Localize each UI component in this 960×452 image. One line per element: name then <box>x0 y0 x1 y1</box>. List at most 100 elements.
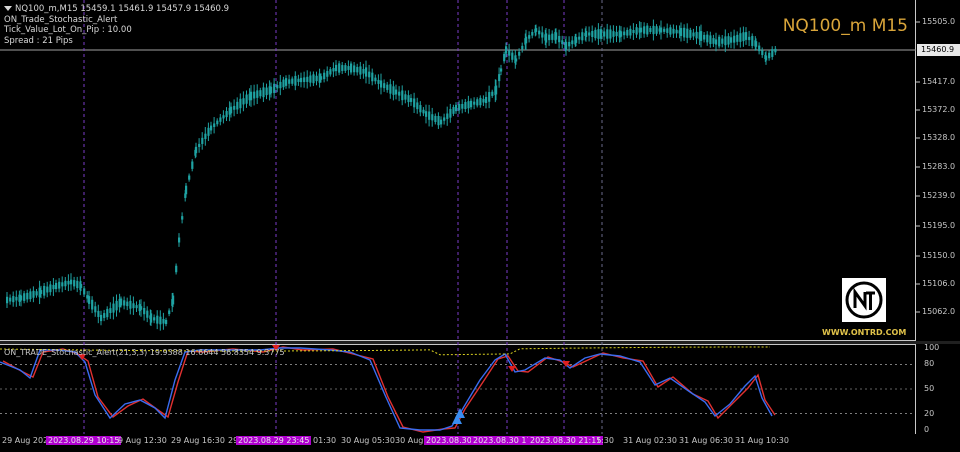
candle-body <box>700 31 703 41</box>
candle-body <box>606 29 609 39</box>
candle-body <box>359 66 362 75</box>
candle-body <box>106 308 109 318</box>
stochastic-level-label: 0 <box>924 425 930 434</box>
sell-arrow-icon <box>508 366 516 372</box>
candle-body <box>712 38 715 44</box>
candle-body <box>568 41 571 47</box>
price-tick-label: 15417.0 <box>922 77 956 86</box>
candle-body <box>40 290 43 294</box>
candle-body <box>386 84 389 90</box>
candle-body <box>609 29 612 39</box>
candle-body <box>646 25 649 35</box>
candle-body <box>273 83 276 93</box>
candle-body <box>739 33 742 42</box>
candle-body <box>365 67 368 77</box>
candle-body <box>680 28 683 36</box>
candle-body <box>303 77 306 83</box>
candle-body <box>603 31 606 37</box>
candle-body <box>109 308 112 314</box>
candle-body <box>248 93 251 101</box>
candle-body <box>581 32 584 41</box>
candle-body <box>655 26 658 34</box>
candle-body <box>395 89 398 95</box>
candle-body <box>718 36 721 47</box>
time-axis-label: 31 Aug 02:30 <box>623 436 677 445</box>
candle-body <box>594 29 597 39</box>
symbol-line: NQ100_m,M15 15459.1 15461.9 15457.9 1546… <box>4 4 229 15</box>
candle-body <box>168 310 171 315</box>
candle-body <box>129 300 132 309</box>
candle-body <box>751 35 754 46</box>
candle-body <box>12 296 15 303</box>
price-chart-pane[interactable] <box>0 0 916 341</box>
candle-body <box>643 26 646 34</box>
candle-body <box>755 41 758 47</box>
candle-body <box>588 32 591 36</box>
candle-body <box>285 78 288 86</box>
candle-body <box>318 73 321 83</box>
candle-body <box>585 30 588 38</box>
candle-body <box>443 117 446 121</box>
candle-body <box>100 314 103 322</box>
candle-body <box>632 30 635 34</box>
candle-body <box>46 286 49 293</box>
candle-body <box>178 237 181 243</box>
candle-body <box>150 313 153 323</box>
candle-body <box>531 32 534 36</box>
candle-body <box>91 299 94 310</box>
candle-body <box>709 35 712 45</box>
candle-body <box>341 65 344 71</box>
candle-body <box>35 291 38 296</box>
candle-body <box>528 35 531 39</box>
candle-body <box>571 40 574 45</box>
candle-body <box>73 280 76 287</box>
candle-body <box>29 291 32 300</box>
stochastic-level-label: 50 <box>924 384 935 393</box>
candle-body <box>452 107 455 114</box>
candle-body <box>213 123 216 127</box>
candle-body <box>612 31 615 37</box>
candle-body <box>188 175 191 180</box>
candle-body <box>306 76 309 82</box>
candle-body <box>479 97 482 106</box>
time-axis-label: 29 Aug 16:30 <box>171 436 225 445</box>
candle-body <box>368 71 371 78</box>
candle-body <box>383 83 386 89</box>
candle-body <box>97 310 100 317</box>
candle-body <box>250 91 253 101</box>
candle-body <box>262 87 265 98</box>
candle-body <box>498 74 501 82</box>
candle-body <box>94 306 97 313</box>
candle-body <box>58 281 61 289</box>
candle-body <box>561 40 564 45</box>
candle-body <box>162 319 165 324</box>
dropdown-triangle-icon[interactable] <box>4 6 12 11</box>
candle-body <box>9 297 12 302</box>
candle-body <box>485 96 488 104</box>
candle-body <box>742 32 745 42</box>
pane-separator[interactable] <box>0 341 960 344</box>
candle-body <box>389 84 392 94</box>
candle-body <box>683 27 686 38</box>
candle-body <box>658 28 661 32</box>
candle-body <box>440 119 443 125</box>
candle-body <box>228 107 231 115</box>
candle-body <box>449 108 452 118</box>
candle-body <box>548 34 551 41</box>
candle-body <box>491 91 494 96</box>
candle-body <box>721 38 724 44</box>
candle-body <box>623 31 626 36</box>
candle-body <box>695 31 698 39</box>
candle-body <box>473 101 476 105</box>
price-tick-label: 15328.0 <box>922 133 956 142</box>
candle-body <box>500 68 503 72</box>
candle-body <box>518 51 521 56</box>
candle-body <box>172 295 175 305</box>
candle-body <box>558 35 561 43</box>
candle-body <box>419 105 422 113</box>
spread: Spread : 21 Pips <box>4 35 73 46</box>
candle-body <box>413 98 416 108</box>
candle-body <box>488 92 491 102</box>
candle-body <box>52 284 55 290</box>
candle-body <box>88 296 91 304</box>
